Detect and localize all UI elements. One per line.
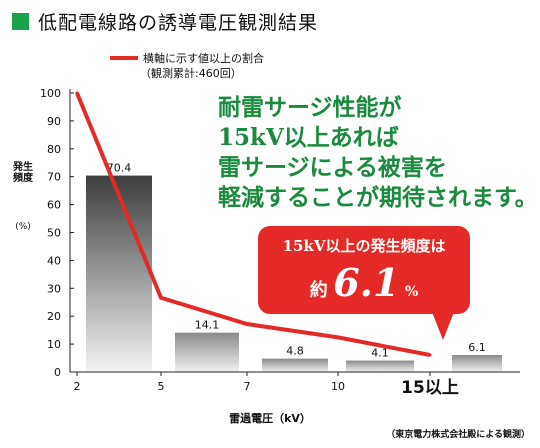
bar-3 xyxy=(346,360,414,372)
cumulative-point xyxy=(428,353,432,357)
cumulative-point xyxy=(159,296,163,300)
bar-1 xyxy=(175,332,239,372)
y-tick-label: 60 xyxy=(47,199,61,212)
bar-value-label: 4.1 xyxy=(371,347,389,360)
message-line: 15kV以上あれば xyxy=(218,124,399,151)
message-line: 雷サージによる被害を xyxy=(218,154,447,181)
bar-value-label: 14.1 xyxy=(195,319,220,332)
callout-heading: 15kV以上の発生頻度は xyxy=(282,237,446,255)
callout-value-row: 約 6.1 % xyxy=(258,260,470,305)
y-tick-label: 100 xyxy=(40,87,61,100)
bar-4 xyxy=(452,354,502,372)
chart-title: 低配電線路の誘導電圧観測結果 xyxy=(38,11,319,34)
bar-2 xyxy=(262,358,328,372)
legend-note: （観測累計:460回） xyxy=(140,66,242,80)
x-tick-label: 2 xyxy=(74,380,81,393)
y-axis-label: 発生頻度 xyxy=(13,162,33,184)
y-tick-label: 40 xyxy=(47,254,61,267)
y-tick-label: 50 xyxy=(47,227,61,240)
chart-title-row: 低配電線路の誘導電圧観測結果 xyxy=(12,8,318,34)
y-axis-unit: (%) xyxy=(15,222,31,232)
y-tick-label: 90 xyxy=(47,115,61,128)
cumulative-point xyxy=(245,322,249,326)
y-tick-label: 30 xyxy=(47,282,61,295)
bar-value-label: 4.8 xyxy=(286,345,304,358)
message-line: 軽減することが期待されます。 xyxy=(218,184,538,211)
message-line: 耐雷サージ性能が xyxy=(218,94,402,121)
callout-pointer xyxy=(432,312,454,340)
title-square-icon xyxy=(12,12,29,30)
callout-box: 15kV以上の発生頻度は 約 6.1 % xyxy=(258,226,470,314)
callout-prefix: 約 xyxy=(309,280,328,301)
x-tick-label: 5 xyxy=(158,380,165,393)
x-tick-label: 10 xyxy=(331,380,345,393)
callout-unit: % xyxy=(404,284,419,300)
bar-0 xyxy=(86,175,152,372)
x-tick-label: 15以上 xyxy=(401,378,459,398)
bar-value-label: 70.4 xyxy=(107,162,132,175)
cumulative-point xyxy=(336,335,340,339)
cumulative-point xyxy=(75,91,79,95)
callout-value: 6.1 xyxy=(333,260,400,305)
y-tick-label: 20 xyxy=(47,310,61,323)
legend-series-name: 横軸に示す値以上の割合 xyxy=(143,51,264,65)
message-block: 耐雷サージ性能が 15kV以上あれば 雷サージによる被害を 軽減することが期待さ… xyxy=(218,93,538,213)
source-note: （東京電力株式会社殿による観測） xyxy=(386,430,530,440)
y-tick-label: 80 xyxy=(47,143,61,156)
x-axis-label: 雷過電圧（kV） xyxy=(229,412,311,425)
bar-value-label: 6.1 xyxy=(468,341,486,354)
x-tick-label: 7 xyxy=(244,380,251,393)
y-tick-label: 0 xyxy=(54,366,61,379)
y-tick-label: 70 xyxy=(47,171,61,184)
y-tick-label: 10 xyxy=(47,338,61,351)
